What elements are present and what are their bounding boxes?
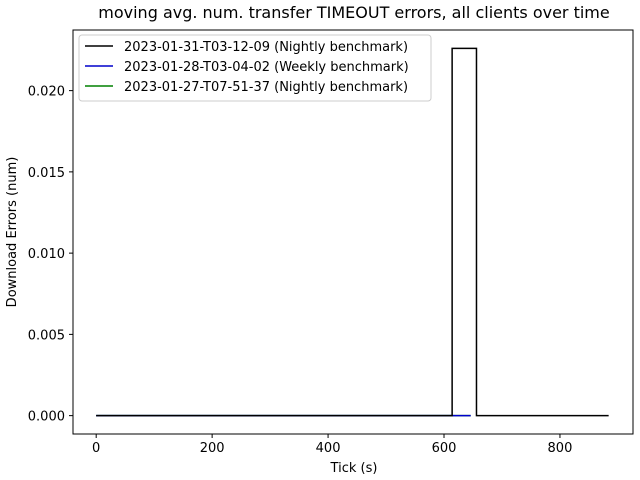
x-tick-label: 400	[316, 441, 341, 456]
y-tick-label: 0.005	[28, 328, 65, 343]
legend: 2023-01-31-T03-12-09 (Nightly benchmark)…	[78, 34, 432, 102]
series-line-0	[96, 47, 609, 417]
axes-frame	[72, 29, 634, 435]
y-tick-label: 0.000	[28, 410, 65, 425]
x-tick-label: 200	[200, 441, 225, 456]
x-axis-title: Tick (s)	[330, 461, 378, 476]
y-tick-label: 0.015	[28, 166, 65, 181]
chart-title: moving avg. num. transfer TIMEOUT errors…	[98, 3, 609, 22]
x-tick-label: 600	[432, 441, 457, 456]
axes-layer: 0 200 400 600 800 0.000 0.005 0.010 0.015 0.020	[28, 29, 634, 456]
series-layer	[96, 47, 609, 417]
x-tick-label: 800	[548, 441, 573, 456]
legend-label-1: 2023-01-28-T03-04-02 (Weekly benchmark)	[124, 60, 409, 75]
legend-box	[78, 34, 432, 102]
x-tick-label: 0	[92, 441, 100, 456]
legend-label-0: 2023-01-31-T03-12-09 (Nightly benchmark)	[124, 40, 408, 55]
y-tick-label: 0.010	[28, 247, 65, 262]
legend-label-2: 2023-01-27-T07-51-37 (Nightly benchmark)	[124, 80, 408, 95]
y-axis-title: Download Errors (num)	[5, 157, 20, 308]
y-tick-label: 0.020	[28, 85, 65, 100]
